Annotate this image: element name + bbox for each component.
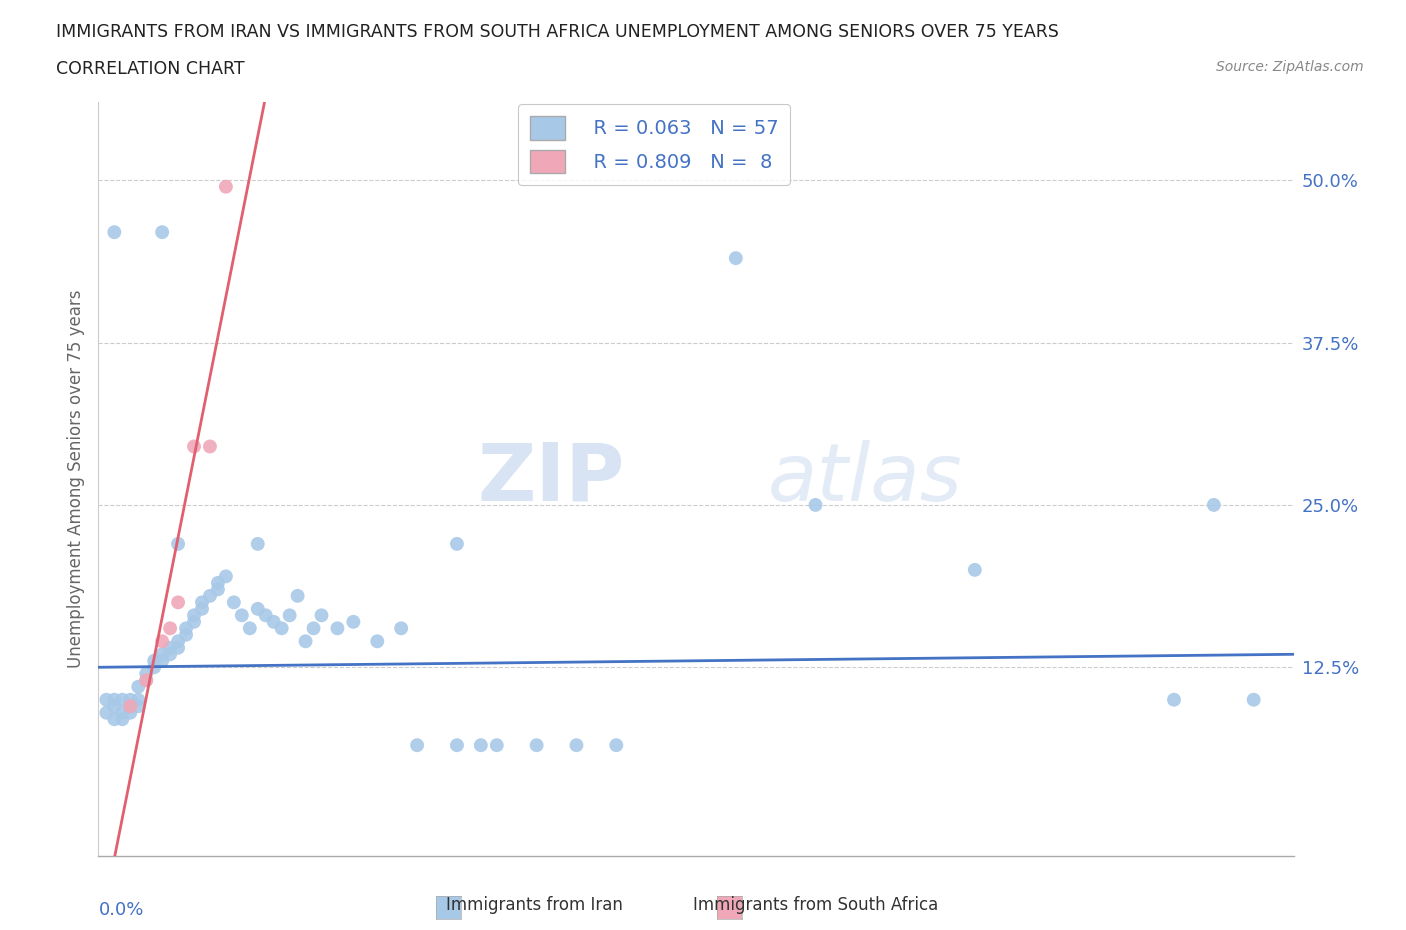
Point bbox=[174, 628, 197, 643]
Point bbox=[167, 634, 190, 649]
Point bbox=[311, 608, 333, 623]
Point bbox=[198, 589, 221, 604]
Point bbox=[1243, 692, 1265, 707]
Point bbox=[159, 647, 181, 662]
Point bbox=[470, 737, 492, 752]
Point bbox=[120, 705, 142, 720]
Point bbox=[159, 621, 181, 636]
Point bbox=[963, 563, 986, 578]
Text: Immigrants from Iran: Immigrants from Iran bbox=[446, 896, 623, 913]
Point bbox=[111, 692, 134, 707]
Point bbox=[143, 660, 166, 675]
Point bbox=[120, 692, 142, 707]
Point bbox=[96, 705, 118, 720]
Point bbox=[120, 698, 142, 713]
Text: CORRELATION CHART: CORRELATION CHART bbox=[56, 60, 245, 78]
Point bbox=[167, 537, 190, 551]
Point bbox=[111, 711, 134, 726]
Point bbox=[342, 615, 364, 630]
Y-axis label: Unemployment Among Seniors over 75 years: Unemployment Among Seniors over 75 years bbox=[66, 290, 84, 668]
Point bbox=[96, 692, 118, 707]
Point bbox=[1163, 692, 1185, 707]
Text: atlas: atlas bbox=[768, 440, 963, 518]
Point bbox=[174, 621, 197, 636]
Point bbox=[191, 595, 214, 610]
Point bbox=[366, 634, 388, 649]
Text: IMMIGRANTS FROM IRAN VS IMMIGRANTS FROM SOUTH AFRICA UNEMPLOYMENT AMONG SENIORS : IMMIGRANTS FROM IRAN VS IMMIGRANTS FROM … bbox=[56, 23, 1059, 41]
Point bbox=[103, 698, 125, 713]
Point bbox=[724, 251, 747, 266]
Point bbox=[111, 705, 134, 720]
Text: Source: ZipAtlas.com: Source: ZipAtlas.com bbox=[1216, 60, 1364, 74]
Point bbox=[239, 621, 262, 636]
Point bbox=[103, 225, 125, 240]
Point bbox=[526, 737, 548, 752]
Point bbox=[103, 711, 125, 726]
Point bbox=[565, 737, 588, 752]
Point bbox=[485, 737, 508, 752]
Point bbox=[389, 621, 412, 636]
Point bbox=[270, 621, 292, 636]
Point bbox=[231, 608, 253, 623]
Legend:   R = 0.063   N = 57,   R = 0.809   N =  8: R = 0.063 N = 57, R = 0.809 N = 8 bbox=[519, 104, 790, 185]
Point bbox=[804, 498, 827, 512]
Point bbox=[167, 595, 190, 610]
Point bbox=[167, 641, 190, 656]
Point bbox=[207, 582, 229, 597]
Point bbox=[1202, 498, 1225, 512]
Point bbox=[446, 537, 468, 551]
Point bbox=[326, 621, 349, 636]
Point bbox=[135, 672, 157, 687]
Point bbox=[127, 692, 149, 707]
Point bbox=[278, 608, 301, 623]
Point bbox=[446, 737, 468, 752]
Point bbox=[246, 537, 269, 551]
Point bbox=[207, 576, 229, 591]
Text: ZIP: ZIP bbox=[477, 440, 624, 518]
Point bbox=[246, 602, 269, 617]
Point bbox=[143, 654, 166, 669]
Point bbox=[183, 608, 205, 623]
Point bbox=[135, 666, 157, 681]
Point bbox=[135, 672, 157, 687]
Point bbox=[159, 641, 181, 656]
Point bbox=[183, 439, 205, 454]
Point bbox=[103, 692, 125, 707]
Point bbox=[191, 602, 214, 617]
Point bbox=[215, 179, 238, 194]
Point bbox=[215, 569, 238, 584]
Point bbox=[120, 698, 142, 713]
Text: 0.0%: 0.0% bbox=[98, 901, 143, 919]
Text: Immigrants from South Africa: Immigrants from South Africa bbox=[693, 896, 938, 913]
Point bbox=[302, 621, 325, 636]
Point bbox=[150, 634, 173, 649]
Point bbox=[150, 654, 173, 669]
Point bbox=[294, 634, 316, 649]
Point bbox=[127, 698, 149, 713]
Point bbox=[287, 589, 309, 604]
Point bbox=[263, 615, 285, 630]
Point bbox=[150, 225, 173, 240]
Point bbox=[406, 737, 429, 752]
Point bbox=[150, 647, 173, 662]
Point bbox=[198, 439, 221, 454]
Point bbox=[127, 679, 149, 694]
Point bbox=[605, 737, 627, 752]
Point bbox=[222, 595, 245, 610]
Point bbox=[183, 615, 205, 630]
Point bbox=[254, 608, 277, 623]
